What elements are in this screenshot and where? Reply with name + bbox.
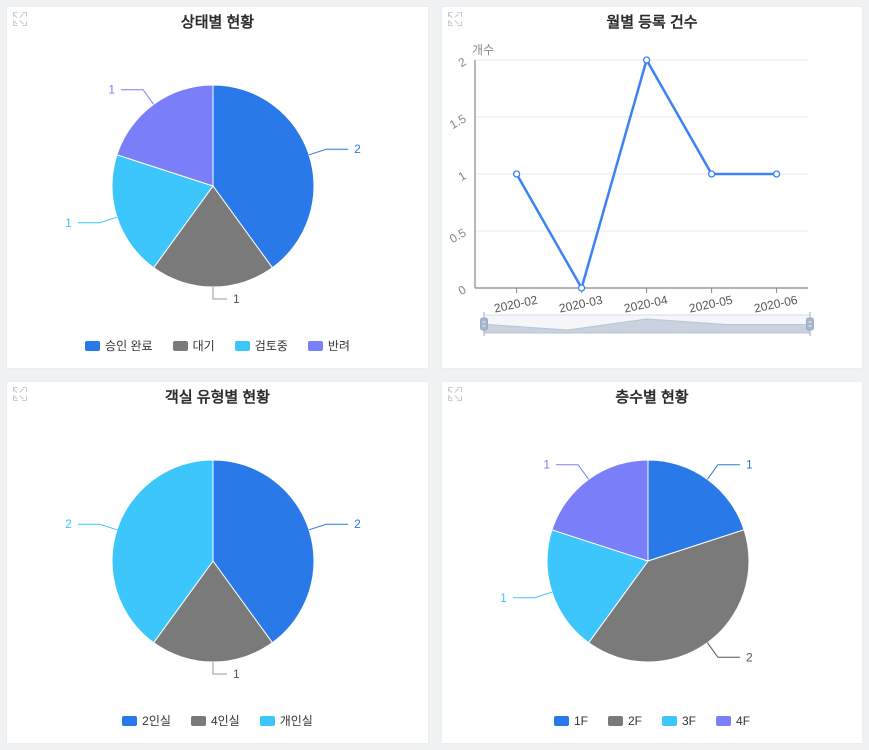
- svg-text:1: 1: [108, 83, 115, 97]
- svg-text:1.5: 1.5: [447, 111, 469, 132]
- svg-text:2: 2: [65, 517, 72, 531]
- svg-text:1: 1: [456, 168, 469, 184]
- svg-text:2: 2: [354, 142, 361, 156]
- svg-text:2: 2: [456, 54, 469, 70]
- svg-text:1: 1: [233, 667, 240, 681]
- svg-text:1: 1: [65, 216, 72, 230]
- svg-text:2020-03: 2020-03: [558, 293, 604, 316]
- svg-text:0.5: 0.5: [447, 225, 469, 246]
- svg-text:2020-05: 2020-05: [688, 293, 734, 316]
- svg-text:2: 2: [354, 517, 361, 531]
- svg-text:개수: 개수: [472, 43, 494, 57]
- svg-text:0: 0: [456, 282, 469, 298]
- svg-text:1: 1: [543, 458, 550, 472]
- svg-text:1: 1: [233, 292, 240, 306]
- svg-text:2020-04: 2020-04: [623, 293, 669, 316]
- svg-text:2: 2: [746, 650, 753, 664]
- svg-text:1: 1: [746, 458, 753, 472]
- svg-text:2020-06: 2020-06: [753, 293, 799, 316]
- svg-text:1: 1: [500, 591, 507, 605]
- svg-text:2020-02: 2020-02: [493, 293, 539, 316]
